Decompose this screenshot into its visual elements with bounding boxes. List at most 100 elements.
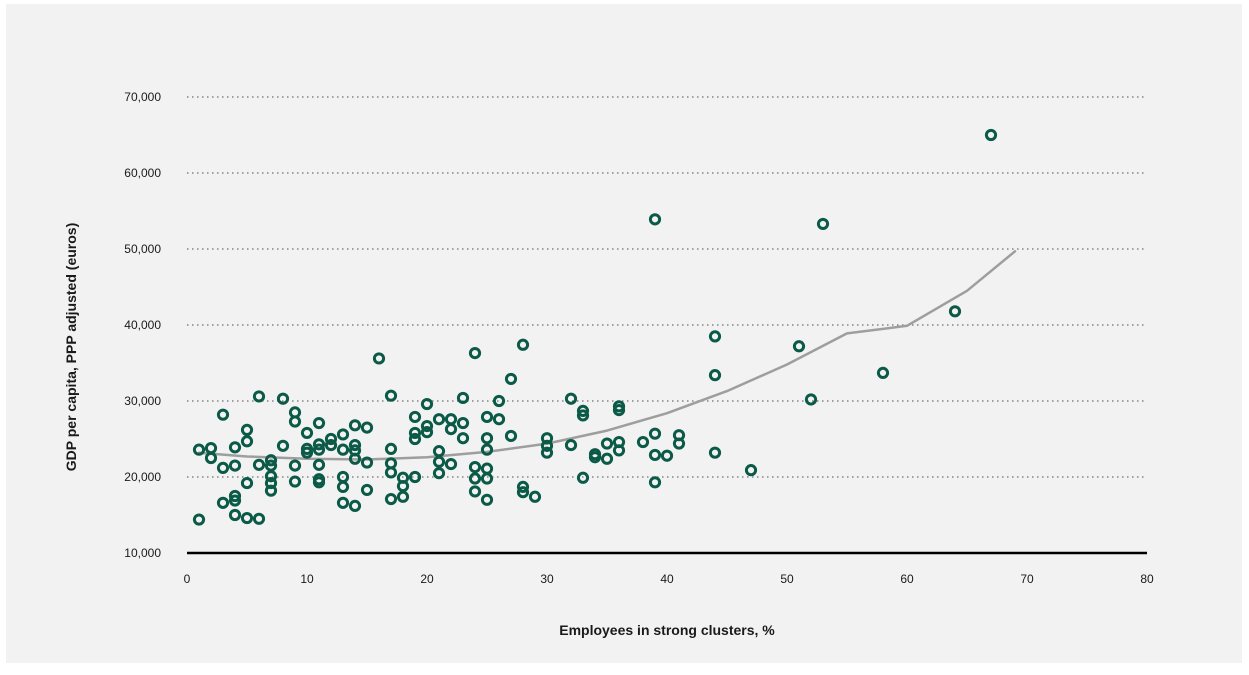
data-point bbox=[600, 437, 614, 450]
data-point bbox=[372, 352, 386, 365]
data-point bbox=[252, 512, 266, 525]
data-point bbox=[660, 449, 674, 462]
data-point bbox=[240, 476, 254, 490]
data-point bbox=[276, 392, 290, 405]
data-point bbox=[288, 415, 302, 428]
data-point bbox=[324, 432, 338, 446]
data-point bbox=[240, 423, 254, 436]
x-tick-label: 10 bbox=[300, 572, 314, 586]
data-point bbox=[312, 438, 326, 451]
data-point bbox=[432, 445, 446, 458]
data-point bbox=[456, 416, 470, 430]
data-point bbox=[612, 444, 626, 457]
y-tick-label: 30,000 bbox=[124, 394, 161, 408]
data-point bbox=[228, 441, 242, 454]
data-point bbox=[264, 484, 278, 497]
data-point bbox=[648, 448, 662, 462]
data-point bbox=[264, 476, 278, 490]
data-point bbox=[360, 483, 374, 497]
data-point bbox=[468, 347, 482, 360]
trendline bbox=[197, 250, 1017, 461]
data-point bbox=[288, 475, 302, 488]
data-point bbox=[336, 428, 350, 441]
data-point bbox=[480, 432, 494, 445]
chart-panel: 10,000 20,000 30,000 40,000 50,000 60,000 70,0… bbox=[6, 4, 1242, 663]
gridlines bbox=[187, 96, 1147, 478]
data-point bbox=[192, 443, 206, 456]
data-point bbox=[228, 489, 242, 503]
y-tick-label: 60,000 bbox=[124, 166, 161, 180]
data-point bbox=[444, 457, 458, 471]
data-point bbox=[576, 404, 590, 417]
data-point bbox=[300, 446, 314, 459]
data-point bbox=[576, 409, 590, 422]
data-point bbox=[336, 496, 350, 509]
data-point bbox=[444, 413, 458, 426]
trendline-group bbox=[197, 250, 1017, 461]
y-tick-label: 20,000 bbox=[124, 470, 161, 484]
data-point bbox=[492, 394, 506, 408]
data-point bbox=[348, 438, 362, 452]
data-point bbox=[708, 330, 722, 343]
data-point bbox=[984, 128, 998, 142]
x-tick-label: 40 bbox=[660, 572, 674, 586]
x-tick-label: 70 bbox=[1020, 572, 1034, 586]
x-tick-label: 60 bbox=[900, 572, 914, 586]
data-point bbox=[492, 413, 506, 426]
data-point bbox=[360, 456, 374, 469]
y-tick-label: 40,000 bbox=[124, 318, 161, 332]
data-point bbox=[216, 461, 230, 474]
data-point bbox=[540, 439, 554, 452]
data-point bbox=[456, 391, 470, 405]
data-point bbox=[252, 390, 266, 403]
data-point bbox=[576, 471, 590, 484]
data-point bbox=[420, 426, 434, 439]
data-point bbox=[312, 443, 326, 456]
data-point bbox=[240, 435, 254, 448]
data-point bbox=[312, 416, 326, 430]
x-axis-title: Employees in strong clusters, % bbox=[559, 622, 775, 638]
data-point bbox=[456, 432, 470, 445]
tick-labels: 10,000 20,000 30,000 40,000 50,000 60,000 70,0… bbox=[124, 90, 1154, 586]
data-point bbox=[408, 432, 422, 446]
y-tick-label: 70,000 bbox=[124, 90, 161, 104]
data-point bbox=[480, 443, 494, 456]
data-point bbox=[360, 421, 374, 434]
data-point bbox=[324, 438, 338, 452]
y-axis-title: GDP per capita, PPP adjusted (euros) bbox=[63, 223, 79, 471]
data-point bbox=[540, 432, 554, 445]
data-point bbox=[648, 427, 662, 440]
data-point bbox=[396, 480, 410, 493]
data-point bbox=[216, 496, 230, 509]
data-point bbox=[528, 490, 542, 503]
data-point bbox=[408, 426, 422, 440]
x-tick-label: 50 bbox=[780, 572, 794, 586]
y-tick-label: 10,000 bbox=[124, 546, 161, 560]
data-point bbox=[384, 389, 398, 402]
data-point bbox=[648, 476, 662, 489]
data-point bbox=[480, 462, 494, 475]
data-point bbox=[420, 397, 434, 411]
data-point bbox=[744, 464, 758, 477]
data-point bbox=[444, 423, 458, 436]
data-point bbox=[516, 486, 530, 499]
data-point bbox=[540, 446, 554, 459]
data-point bbox=[648, 213, 662, 226]
data-point bbox=[432, 467, 446, 480]
data-point bbox=[228, 459, 242, 472]
data-points bbox=[192, 128, 998, 526]
data-point bbox=[480, 410, 494, 424]
data-point bbox=[948, 305, 962, 318]
data-point bbox=[396, 490, 410, 503]
data-point bbox=[348, 419, 362, 432]
data-point bbox=[708, 369, 722, 382]
data-point bbox=[312, 458, 326, 471]
data-point bbox=[216, 408, 230, 421]
data-point bbox=[804, 393, 818, 406]
data-point bbox=[384, 492, 398, 506]
data-point bbox=[240, 511, 254, 525]
data-point bbox=[468, 461, 482, 474]
data-point bbox=[288, 459, 302, 472]
data-point bbox=[384, 442, 398, 455]
data-point bbox=[384, 466, 398, 479]
